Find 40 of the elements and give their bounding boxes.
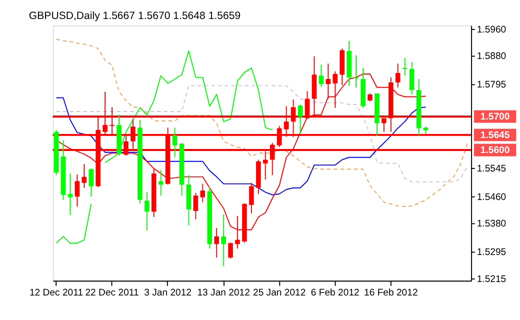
candlestick	[193, 192, 198, 220]
y-tick-label: 1.5295	[476, 247, 506, 258]
candlestick	[298, 104, 303, 134]
x-tick-label: 6 Feb 2012	[310, 287, 360, 298]
candlestick	[158, 170, 164, 196]
ref-line-label: 1.5645	[480, 130, 510, 141]
x-tick-label: 12 Dec 2011	[29, 287, 84, 298]
candlestick	[395, 63, 400, 88]
ref-line-label: 1.5600	[480, 144, 510, 156]
chart-title: GBPUSD,Daily 1.5667 1.5670 1.5648 1.5659	[28, 10, 241, 22]
y-tick-label: 1.5380	[476, 218, 506, 230]
y-tick-label: 1.5545	[476, 163, 506, 174]
candlestick	[88, 168, 94, 198]
candlestick	[221, 214, 226, 267]
candlestick	[228, 242, 233, 259]
y-tick-label: 1.5960	[476, 24, 506, 36]
x-tick-label: 3 Jan 2012	[144, 287, 192, 298]
y-tick-label: 1.5795	[476, 80, 506, 91]
candlestick	[144, 192, 150, 231]
y-tick-label: 1.5215	[476, 274, 506, 285]
x-tick-label: 25 Jan 2012	[252, 287, 306, 298]
ref-line-label: 1.5700	[480, 111, 510, 122]
candlestick	[74, 174, 80, 208]
line-series	[56, 38, 468, 208]
candlestick	[172, 127, 178, 158]
candlestick	[200, 183, 206, 203]
candlestick	[249, 182, 254, 214]
candlestick	[354, 54, 358, 88]
y-tick-label: 1.5460	[476, 192, 506, 203]
y-tick-label: 1.5880	[476, 51, 506, 62]
line-series	[56, 85, 468, 182]
candlestick	[214, 228, 219, 258]
candlestick	[409, 61, 414, 95]
x-tick-label: 22 Dec 2011	[85, 287, 139, 298]
x-tick-label: 13 Jan 2012	[197, 287, 250, 298]
candlestick	[318, 64, 324, 88]
line-series	[56, 97, 426, 196]
candlestick	[82, 164, 87, 188]
candlestick	[402, 57, 408, 76]
x-tick-label: 16 Feb 2012	[364, 287, 418, 298]
